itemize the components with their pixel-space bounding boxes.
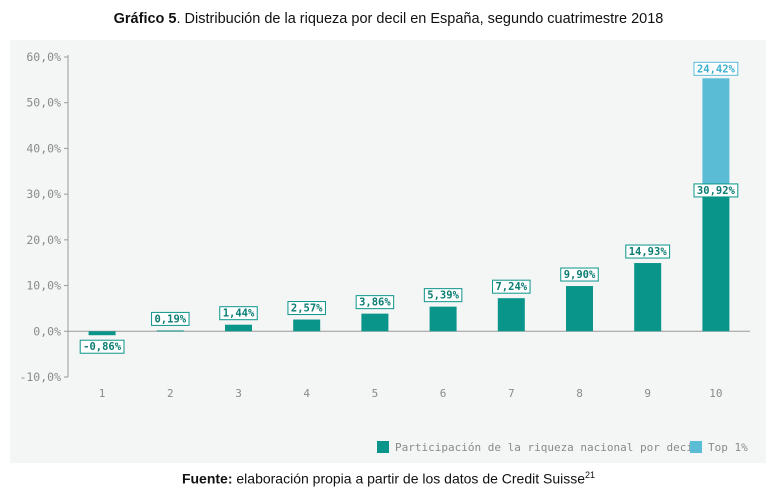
x-tick-label: 7 bbox=[508, 387, 515, 400]
data-label-box bbox=[492, 279, 531, 294]
data-label-9: 14,93% bbox=[629, 246, 668, 258]
data-label-6: 5,39% bbox=[427, 290, 459, 302]
bar-decile-1 bbox=[88, 331, 116, 336]
bar-decile-2 bbox=[156, 330, 184, 332]
x-tick-label: 10 bbox=[709, 387, 722, 400]
bar-top1-10 bbox=[702, 78, 730, 190]
x-tick-label: 9 bbox=[644, 387, 651, 400]
source-text: elaboración propia a partir de los datos… bbox=[232, 470, 586, 487]
x-tick-label: 6 bbox=[440, 387, 447, 400]
bar-decile-7 bbox=[497, 298, 525, 332]
data-label-3: 1,44% bbox=[223, 308, 255, 320]
y-tick-label: 40,0% bbox=[26, 141, 61, 155]
x-tick-label: 4 bbox=[303, 387, 310, 400]
legend-label-decile: Participación de la riqueza nacional por… bbox=[395, 441, 700, 454]
chart-title: Gráfico 5. Distribución de la riqueza po… bbox=[0, 11, 777, 27]
data-label-box bbox=[79, 339, 125, 354]
data-label-top1-10: 24,42% bbox=[697, 63, 736, 75]
data-label-box bbox=[219, 306, 258, 321]
x-tick-label: 8 bbox=[576, 387, 583, 400]
y-tick-label: 50,0% bbox=[26, 96, 61, 110]
bar-decile-4 bbox=[293, 319, 321, 332]
y-tick-label: 30,0% bbox=[26, 187, 61, 201]
y-tick-label: 60,0% bbox=[26, 50, 61, 64]
source-note: Fuente: elaboración propia a partir de l… bbox=[0, 470, 777, 487]
data-label-box bbox=[423, 288, 463, 303]
y-tick-label: 20,0% bbox=[26, 233, 61, 247]
x-tick-label: 3 bbox=[235, 387, 242, 400]
legend-swatch-top1 bbox=[690, 441, 702, 453]
legend-label-top1: Top 1% bbox=[708, 441, 748, 454]
data-label-box bbox=[151, 311, 190, 326]
chart-panel: 60,0% 50,0% 40,0% 30,0% 20,0% 10,0% 0,0% -10,0%… bbox=[10, 40, 766, 463]
data-label-box bbox=[560, 267, 599, 282]
bar-decile-6 bbox=[429, 306, 457, 332]
chart-title-text: . Distribución de la riqueza por decil e… bbox=[176, 11, 664, 27]
data-label-box-top1 bbox=[693, 61, 739, 76]
x-tick-label: 5 bbox=[372, 387, 379, 400]
chart-title-bold: Gráfico 5 bbox=[113, 11, 177, 27]
bar-decile-3 bbox=[225, 324, 252, 332]
x-tick-label: 1 bbox=[99, 387, 106, 400]
data-label-1: -0,86% bbox=[83, 341, 122, 353]
data-label-box bbox=[625, 244, 671, 259]
bar-decile-8 bbox=[566, 286, 593, 332]
source-label: Fuente: bbox=[181, 470, 233, 487]
data-label-7: 7,24% bbox=[495, 281, 527, 293]
data-label-box bbox=[693, 183, 739, 198]
data-label-4: 2,57% bbox=[291, 303, 323, 315]
y-tick-label: 10,0% bbox=[26, 279, 61, 293]
y-tick-label: -10,0% bbox=[19, 370, 61, 384]
data-label-5: 3,86% bbox=[359, 297, 391, 309]
data-label-box bbox=[287, 301, 326, 316]
data-label-8: 9,90% bbox=[564, 269, 596, 281]
data-label-box bbox=[355, 295, 395, 310]
bar-chart: 60,0% 50,0% 40,0% 30,0% 20,0% 10,0% 0,0% -10,0%… bbox=[19, 50, 750, 454]
data-label-2: 0,19% bbox=[154, 313, 186, 325]
legend-swatch-decile bbox=[377, 441, 389, 453]
bar-decile-5 bbox=[361, 313, 389, 332]
x-tick-label: 2 bbox=[167, 387, 174, 400]
source-footnote: 21 bbox=[585, 470, 596, 480]
bar-decile-10 bbox=[702, 189, 730, 332]
bar-decile-9 bbox=[634, 263, 662, 332]
y-tick-label: 0,0% bbox=[33, 324, 61, 338]
data-label-10: 30,92% bbox=[697, 185, 736, 197]
